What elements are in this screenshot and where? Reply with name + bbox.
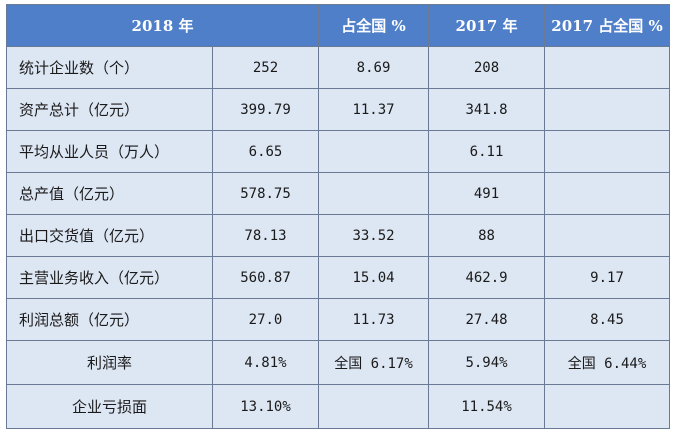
value-2018: 13.10% bbox=[211, 384, 320, 429]
table-row: 企业亏损面 13.10% 11.54% bbox=[6, 384, 671, 429]
row-label: 平均从业人员（万人） bbox=[6, 130, 213, 173]
table-row: 统计企业数（个） 252 8.69 208 bbox=[6, 46, 671, 89]
share-2018: 33.52 bbox=[318, 214, 430, 257]
row-label: 主营业务收入（亿元） bbox=[6, 256, 213, 299]
table-row: 利润总额（亿元） 27.0 11.73 27.48 8.45 bbox=[6, 298, 671, 341]
header-share-2017: 2017 占全国 % bbox=[544, 4, 671, 47]
row-label: 资产总计（亿元） bbox=[6, 88, 213, 131]
value-2018: 252 bbox=[211, 46, 320, 89]
header-2017: 2017 年 bbox=[428, 4, 546, 47]
value-2018: 399.79 bbox=[211, 88, 320, 131]
share-2018: 8.69 bbox=[318, 46, 430, 89]
share-2018 bbox=[318, 384, 430, 429]
value-2017: 462.9 bbox=[428, 256, 546, 299]
table-row: 总产值（亿元） 578.75 491 bbox=[6, 172, 671, 215]
share-2017 bbox=[544, 384, 671, 429]
share-2017 bbox=[544, 214, 671, 257]
share-2018: 11.37 bbox=[318, 88, 430, 131]
row-label: 利润率 bbox=[6, 340, 213, 385]
table-body: 统计企业数（个） 252 8.69 208 资产总计（亿元） 399.79 11… bbox=[6, 46, 671, 429]
header-row: 2018 年 占全国 % 2017 年 2017 占全国 % bbox=[5, 4, 671, 47]
table-row: 平均从业人员（万人） 6.65 6.11 bbox=[6, 130, 671, 173]
share-2017 bbox=[544, 172, 671, 215]
row-label: 统计企业数（个） bbox=[6, 46, 213, 89]
table-header: 2018 年 占全国 % 2017 年 2017 占全国 % bbox=[5, 4, 671, 47]
share-2017: 全国 6.44% bbox=[544, 340, 671, 385]
value-2018: 578.75 bbox=[211, 172, 320, 215]
value-2017: 208 bbox=[428, 46, 546, 89]
share-2018: 11.73 bbox=[318, 298, 430, 341]
row-label: 企业亏损面 bbox=[6, 384, 213, 429]
row-label: 出口交货值（亿元） bbox=[6, 214, 213, 257]
value-2017: 5.94% bbox=[428, 340, 546, 385]
table-row: 利润率 4.81% 全国 6.17% 5.94% 全国 6.44% bbox=[6, 340, 671, 385]
value-2018: 27.0 bbox=[211, 298, 320, 341]
share-2018: 全国 6.17% bbox=[318, 340, 430, 385]
value-2018: 78.13 bbox=[211, 214, 320, 257]
table-row: 出口交货值（亿元） 78.13 33.52 88 bbox=[6, 214, 671, 257]
header-2018: 2018 年 bbox=[5, 4, 320, 47]
share-2017 bbox=[544, 130, 671, 173]
table-row: 资产总计（亿元） 399.79 11.37 341.8 bbox=[6, 88, 671, 131]
row-label: 总产值（亿元） bbox=[6, 172, 213, 215]
value-2017: 6.11 bbox=[428, 130, 546, 173]
row-label: 利润总额（亿元） bbox=[6, 298, 213, 341]
value-2017: 341.8 bbox=[428, 88, 546, 131]
share-2017: 9.17 bbox=[544, 256, 671, 299]
share-2017 bbox=[544, 46, 671, 89]
share-2017: 8.45 bbox=[544, 298, 671, 341]
share-2018 bbox=[318, 172, 430, 215]
statistics-table-container: 2018 年 占全国 % 2017 年 2017 占全国 % 统计企业数（个） … bbox=[5, 4, 671, 429]
value-2018: 4.81% bbox=[211, 340, 320, 385]
value-2018: 6.65 bbox=[211, 130, 320, 173]
value-2017: 88 bbox=[428, 214, 546, 257]
header-share-2018: 占全国 % bbox=[318, 4, 430, 47]
statistics-table: 2018 年 占全国 % 2017 年 2017 占全国 % 统计企业数（个） … bbox=[5, 4, 671, 429]
share-2018 bbox=[318, 130, 430, 173]
value-2017: 491 bbox=[428, 172, 546, 215]
share-2017 bbox=[544, 88, 671, 131]
value-2017: 11.54% bbox=[428, 384, 546, 429]
share-2018: 15.04 bbox=[318, 256, 430, 299]
value-2018: 560.87 bbox=[211, 256, 320, 299]
table-row: 主营业务收入（亿元） 560.87 15.04 462.9 9.17 bbox=[6, 256, 671, 299]
value-2017: 27.48 bbox=[428, 298, 546, 341]
